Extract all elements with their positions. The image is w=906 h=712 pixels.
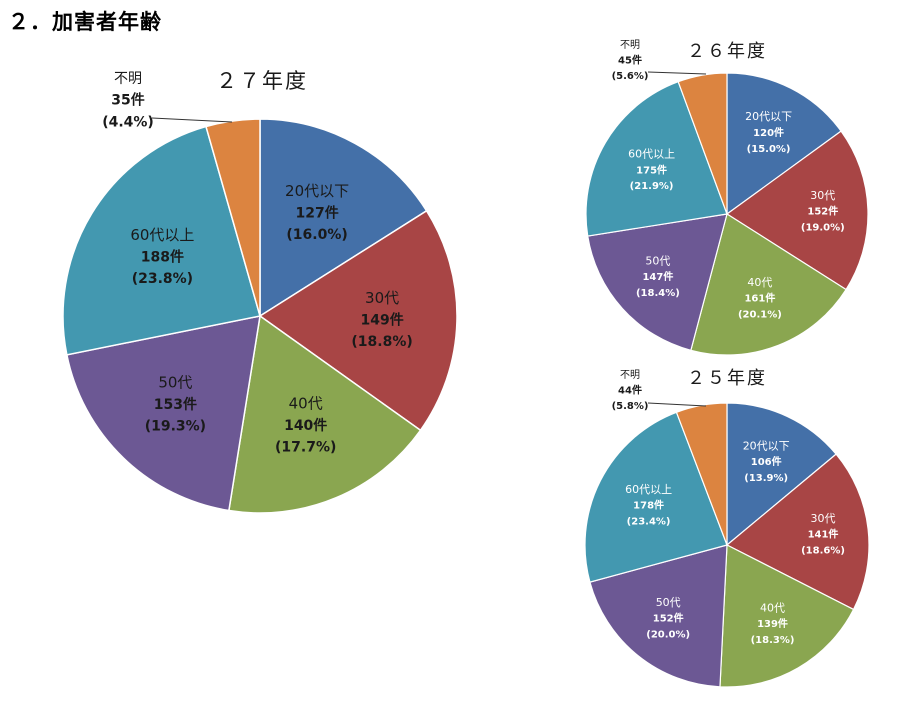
slice-label-count: 178件 — [633, 499, 664, 512]
pie-slice-unknown — [205, 118, 261, 317]
slice-label-name: 不明 — [114, 71, 142, 87]
page-title: ２．加害者年齢 — [8, 10, 162, 34]
pie-slice-40s — [690, 213, 847, 356]
slice-label-name: 50代 — [158, 374, 192, 392]
slice-label-count: 45件 — [618, 54, 642, 67]
slice-label-count: 149件 — [360, 311, 403, 328]
slice-label-pct: (15.0%) — [747, 144, 791, 155]
slice-label-name: 50代 — [656, 596, 681, 609]
slice-label-pct: (20.0%) — [646, 629, 690, 640]
slice-label-count: 120件 — [753, 126, 784, 139]
slice-label-pct: (5.8%) — [612, 401, 649, 412]
pie-slice-60s-and-over — [585, 80, 728, 237]
slice-label-name: 20代以下 — [285, 182, 349, 200]
chart-title: ２７年度 — [216, 69, 308, 93]
chart-title: ２６年度 — [687, 41, 767, 62]
slice-label-name: 30代 — [365, 289, 399, 307]
pie-slice-20s-and-under — [726, 72, 842, 216]
pie-slice-30s — [258, 209, 458, 432]
slice-label-count: 127件 — [295, 204, 338, 221]
slice-label-pct: (13.9%) — [744, 473, 788, 484]
slice-label-name: 60代以上 — [130, 226, 194, 244]
slice-label-name: 20代以下 — [743, 439, 790, 452]
leader-line — [151, 117, 233, 123]
slice-label-pct: (18.3%) — [751, 635, 795, 646]
slice-label-pct: (19.3%) — [145, 419, 206, 435]
pie-slice-30s — [725, 130, 869, 291]
chart-title: ２５年度 — [687, 368, 767, 389]
slice-label-name: 50代 — [645, 254, 670, 267]
pie-slice-50s — [587, 213, 728, 352]
pie-slice-unknown — [677, 72, 728, 215]
slice-label-count: 175件 — [636, 163, 667, 176]
slice-label-pct: (18.8%) — [351, 334, 412, 350]
slice-label-count: 140件 — [284, 417, 327, 434]
slice-label-name: 不明 — [620, 369, 640, 381]
pie-slice-50s — [65, 315, 261, 512]
slice-label-count: 152件 — [807, 205, 838, 218]
slice-label-count: 161件 — [744, 292, 775, 305]
slice-label-count: 44件 — [618, 384, 642, 397]
pie-chart-1: 20代以下 127件 (16.0%) 30代 149件 (18.8%) 40代 140件 (17… — [62, 69, 458, 514]
slice-label-pct: (16.0%) — [286, 227, 347, 243]
slice-label-name: 60代以上 — [625, 483, 672, 496]
pie-chart-3: 20代以下 106件 (13.9%) 30代 141件 (18.6%) 40代 139件 (18… — [584, 368, 870, 688]
slice-label-name: 30代 — [811, 512, 836, 525]
slice-label-count: 106件 — [751, 455, 782, 468]
slice-label-pct: (23.8%) — [132, 271, 193, 287]
slice-label-name: 20代以下 — [745, 110, 792, 123]
pie-slice-20s-and-under — [259, 118, 428, 318]
pie-slice-40s — [228, 314, 422, 514]
slice-label-name: 30代 — [810, 189, 835, 202]
slice-label-count: 141件 — [808, 528, 839, 541]
slice-label-name: 40代 — [760, 602, 785, 615]
slice-label-count: 188件 — [141, 248, 184, 265]
pie-slice-40s — [719, 544, 855, 688]
pie-slice-50s — [589, 544, 728, 688]
slice-label-name: 40代 — [747, 276, 772, 289]
slice-label-name: 40代 — [289, 395, 323, 413]
slice-label-count: 153件 — [154, 396, 197, 413]
slice-label-name: 不明 — [620, 39, 640, 51]
slice-label-count: 35件 — [111, 92, 144, 109]
slice-label-count: 147件 — [642, 270, 673, 283]
leader-line — [647, 71, 707, 75]
pie-slice-60s-and-over — [584, 411, 728, 583]
pie-slice-60s-and-over — [62, 125, 261, 356]
slice-label-pct: (5.6%) — [612, 71, 649, 82]
slice-label-pct: (17.7%) — [275, 440, 336, 456]
slice-label-pct: (18.4%) — [636, 288, 680, 299]
leader-line — [647, 402, 707, 407]
slice-label-count: 139件 — [757, 617, 788, 630]
slice-label-pct: (18.6%) — [801, 546, 845, 557]
slice-label-count: 152件 — [653, 612, 684, 625]
slice-label-pct: (20.1%) — [738, 310, 782, 321]
slice-label-pct: (19.0%) — [801, 222, 845, 233]
slice-label-pct: (21.9%) — [630, 181, 674, 192]
slice-label-name: 60代以上 — [628, 148, 675, 161]
slice-label-pct: (4.4%) — [102, 114, 154, 130]
pie-slice-20s-and-under — [726, 402, 837, 547]
pie-slice-30s — [725, 453, 870, 611]
slice-label-pct: (23.4%) — [627, 517, 671, 528]
pie-chart-2: 20代以下 120件 (15.0%) 30代 152件 (19.0%) 40代 161件 (20… — [585, 39, 869, 356]
